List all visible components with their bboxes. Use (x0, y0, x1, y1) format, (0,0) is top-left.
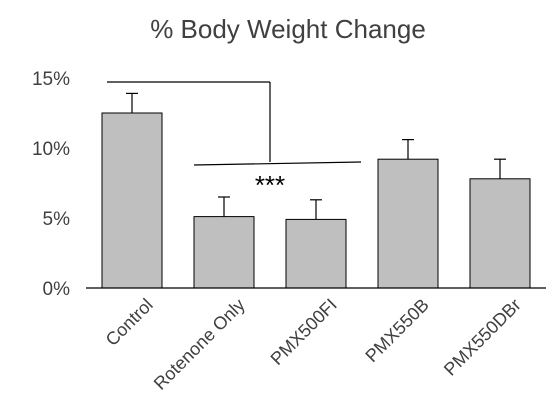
chart-title: % Body Weight Change (150, 14, 426, 44)
y-axis-ticks: 0% 5% 10% 15% (32, 69, 70, 300)
error-bars (126, 92, 506, 220)
bar-rotenone-only (193, 216, 255, 289)
bar-pmx500fi (285, 218, 347, 289)
x-tick-label: PMX550B (361, 295, 432, 366)
y-tick-label: 10% (32, 139, 70, 160)
x-tick-label: PMX550DBr (440, 295, 525, 380)
x-tick-label: Rotenone Only (150, 295, 249, 394)
bar-pmx550b (377, 158, 439, 289)
bracket-bottom-line (193, 161, 362, 166)
bar-pmx550dbr (469, 178, 531, 289)
significance-bracket: *** (107, 81, 362, 200)
x-tick-label: PMX500FI (267, 295, 341, 369)
y-tick-label: 0% (43, 279, 71, 300)
y-tick-label: 15% (32, 69, 70, 90)
significance-label: *** (255, 170, 285, 200)
bar-control (101, 112, 163, 289)
x-tick-label: Control (102, 295, 157, 350)
y-tick-label: 5% (43, 209, 71, 230)
